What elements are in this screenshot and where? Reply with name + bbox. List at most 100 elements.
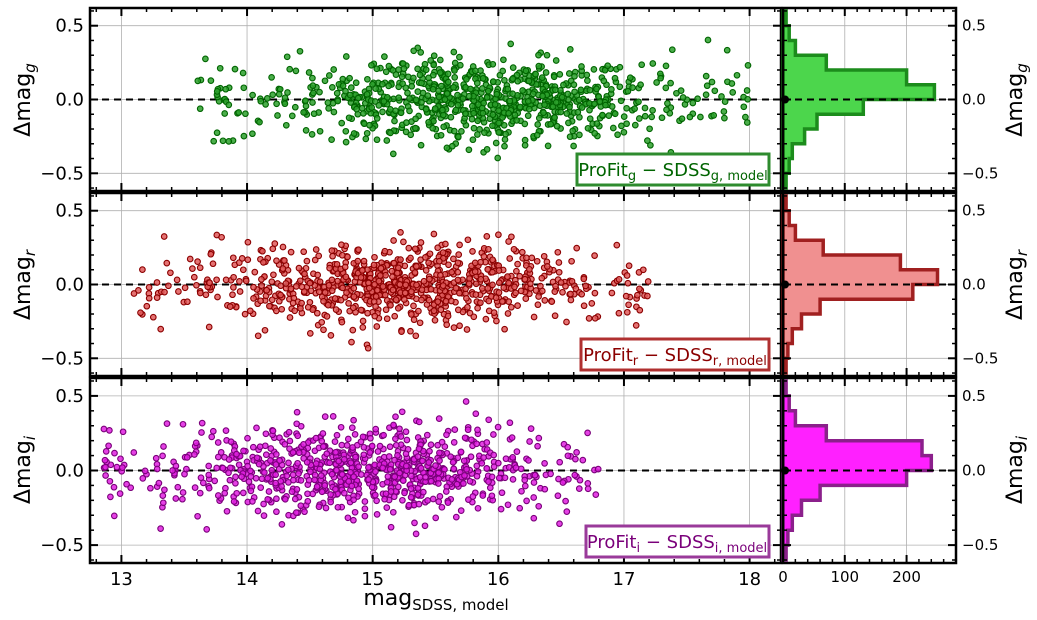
scatter-point [555,259,563,266]
scatter-point [300,441,307,448]
scatter-point [528,254,536,262]
scatter-point [347,84,355,91]
scatter-point [489,60,497,68]
scatter-point [568,257,575,265]
scatter-point [279,265,287,272]
hist-y-tick-label: −0.5 [962,536,998,554]
scatter-point [443,144,451,152]
scatter-point [525,105,533,113]
scatter-point [293,420,301,428]
scatter-point [512,464,520,472]
scatter-point [273,100,280,108]
scatter-point [371,253,378,261]
scatter-point [244,238,252,246]
scatter-point [264,474,271,482]
scatter-point [429,85,437,93]
scatter-point [663,106,670,114]
scatter-point [350,284,358,292]
scatter-point [438,438,446,446]
scatter-point [435,469,442,477]
scatter-point [332,448,339,456]
scatter-point [502,455,510,463]
scatter-point [452,106,460,114]
scatter-point [493,90,501,98]
scatter-point [392,296,400,304]
scatter-point [704,36,712,44]
scatter-point [357,274,365,281]
y-tick-labels-i: −0.5 0.0 0.5 [40,386,84,556]
scatter-point [394,304,402,312]
scatter-point [464,236,472,244]
scatter-point [294,459,301,467]
scatter-point [570,142,577,150]
scatter-point [492,139,500,147]
scatter-point [239,266,247,274]
scatter-point [161,288,168,296]
scatter-point [575,96,583,104]
scatter-point [348,424,356,432]
scatter-point [413,263,420,270]
scatter-point [302,102,310,110]
scatter-point [609,124,617,132]
scatter-point [540,252,548,260]
scatter-point [202,55,209,63]
scatter-point [518,487,525,495]
scatter-point [155,479,163,487]
scatter-point [425,296,433,304]
scatter-point [270,271,277,279]
scatter-point [225,469,232,477]
scatter-point [586,86,594,94]
scatter-point [461,434,469,442]
scatter-point [395,264,402,272]
scatter-point [179,489,187,496]
scatter-point [397,109,405,117]
scatter-point [420,277,428,285]
scatter-point [307,468,314,476]
scatter-point [392,413,399,421]
scatter-point [360,443,368,451]
scatter-point [501,325,508,333]
scatter-point [167,269,174,277]
scatter-point [534,301,542,309]
scatter-point [599,111,606,119]
scatter-point [368,442,376,450]
scatter-point [678,115,686,123]
scatter-point [333,466,340,474]
scatter-point [425,118,432,126]
scatter-point [450,439,458,446]
scatter-point [584,77,591,84]
scatter-point [742,113,749,121]
scatter-point [448,476,456,483]
scatter-point [500,284,508,291]
scatter-point [344,514,352,522]
x-axis-label: magSDSS, model [363,586,508,614]
scatter-point [465,280,473,288]
scatter-point [289,299,297,307]
scatter-point [110,483,118,491]
scatter-point [464,426,472,434]
scatter-point [347,459,355,467]
scatter-point [392,71,400,78]
scatter-point [525,77,533,85]
scatter-point [501,136,509,143]
scatter-point [298,299,305,307]
scatter-point [312,434,320,442]
scatter-point [358,267,366,274]
scatter-point [269,91,277,99]
scatter-point [372,85,379,92]
scatter-point [416,473,424,481]
scatter-point [455,251,463,258]
scatter-point [658,114,666,122]
scatter-point [435,257,443,265]
scatter-point [444,312,452,320]
scatter-point [386,106,394,113]
scatter-point [141,467,149,475]
scatter-point [412,530,420,538]
legend-box-i [584,524,771,559]
scatter-point [591,289,599,297]
scatter-point [284,89,291,96]
scatter-point [305,476,313,484]
scatter-point [729,89,737,96]
scatter-point [255,460,263,468]
scatter-point [232,479,239,487]
